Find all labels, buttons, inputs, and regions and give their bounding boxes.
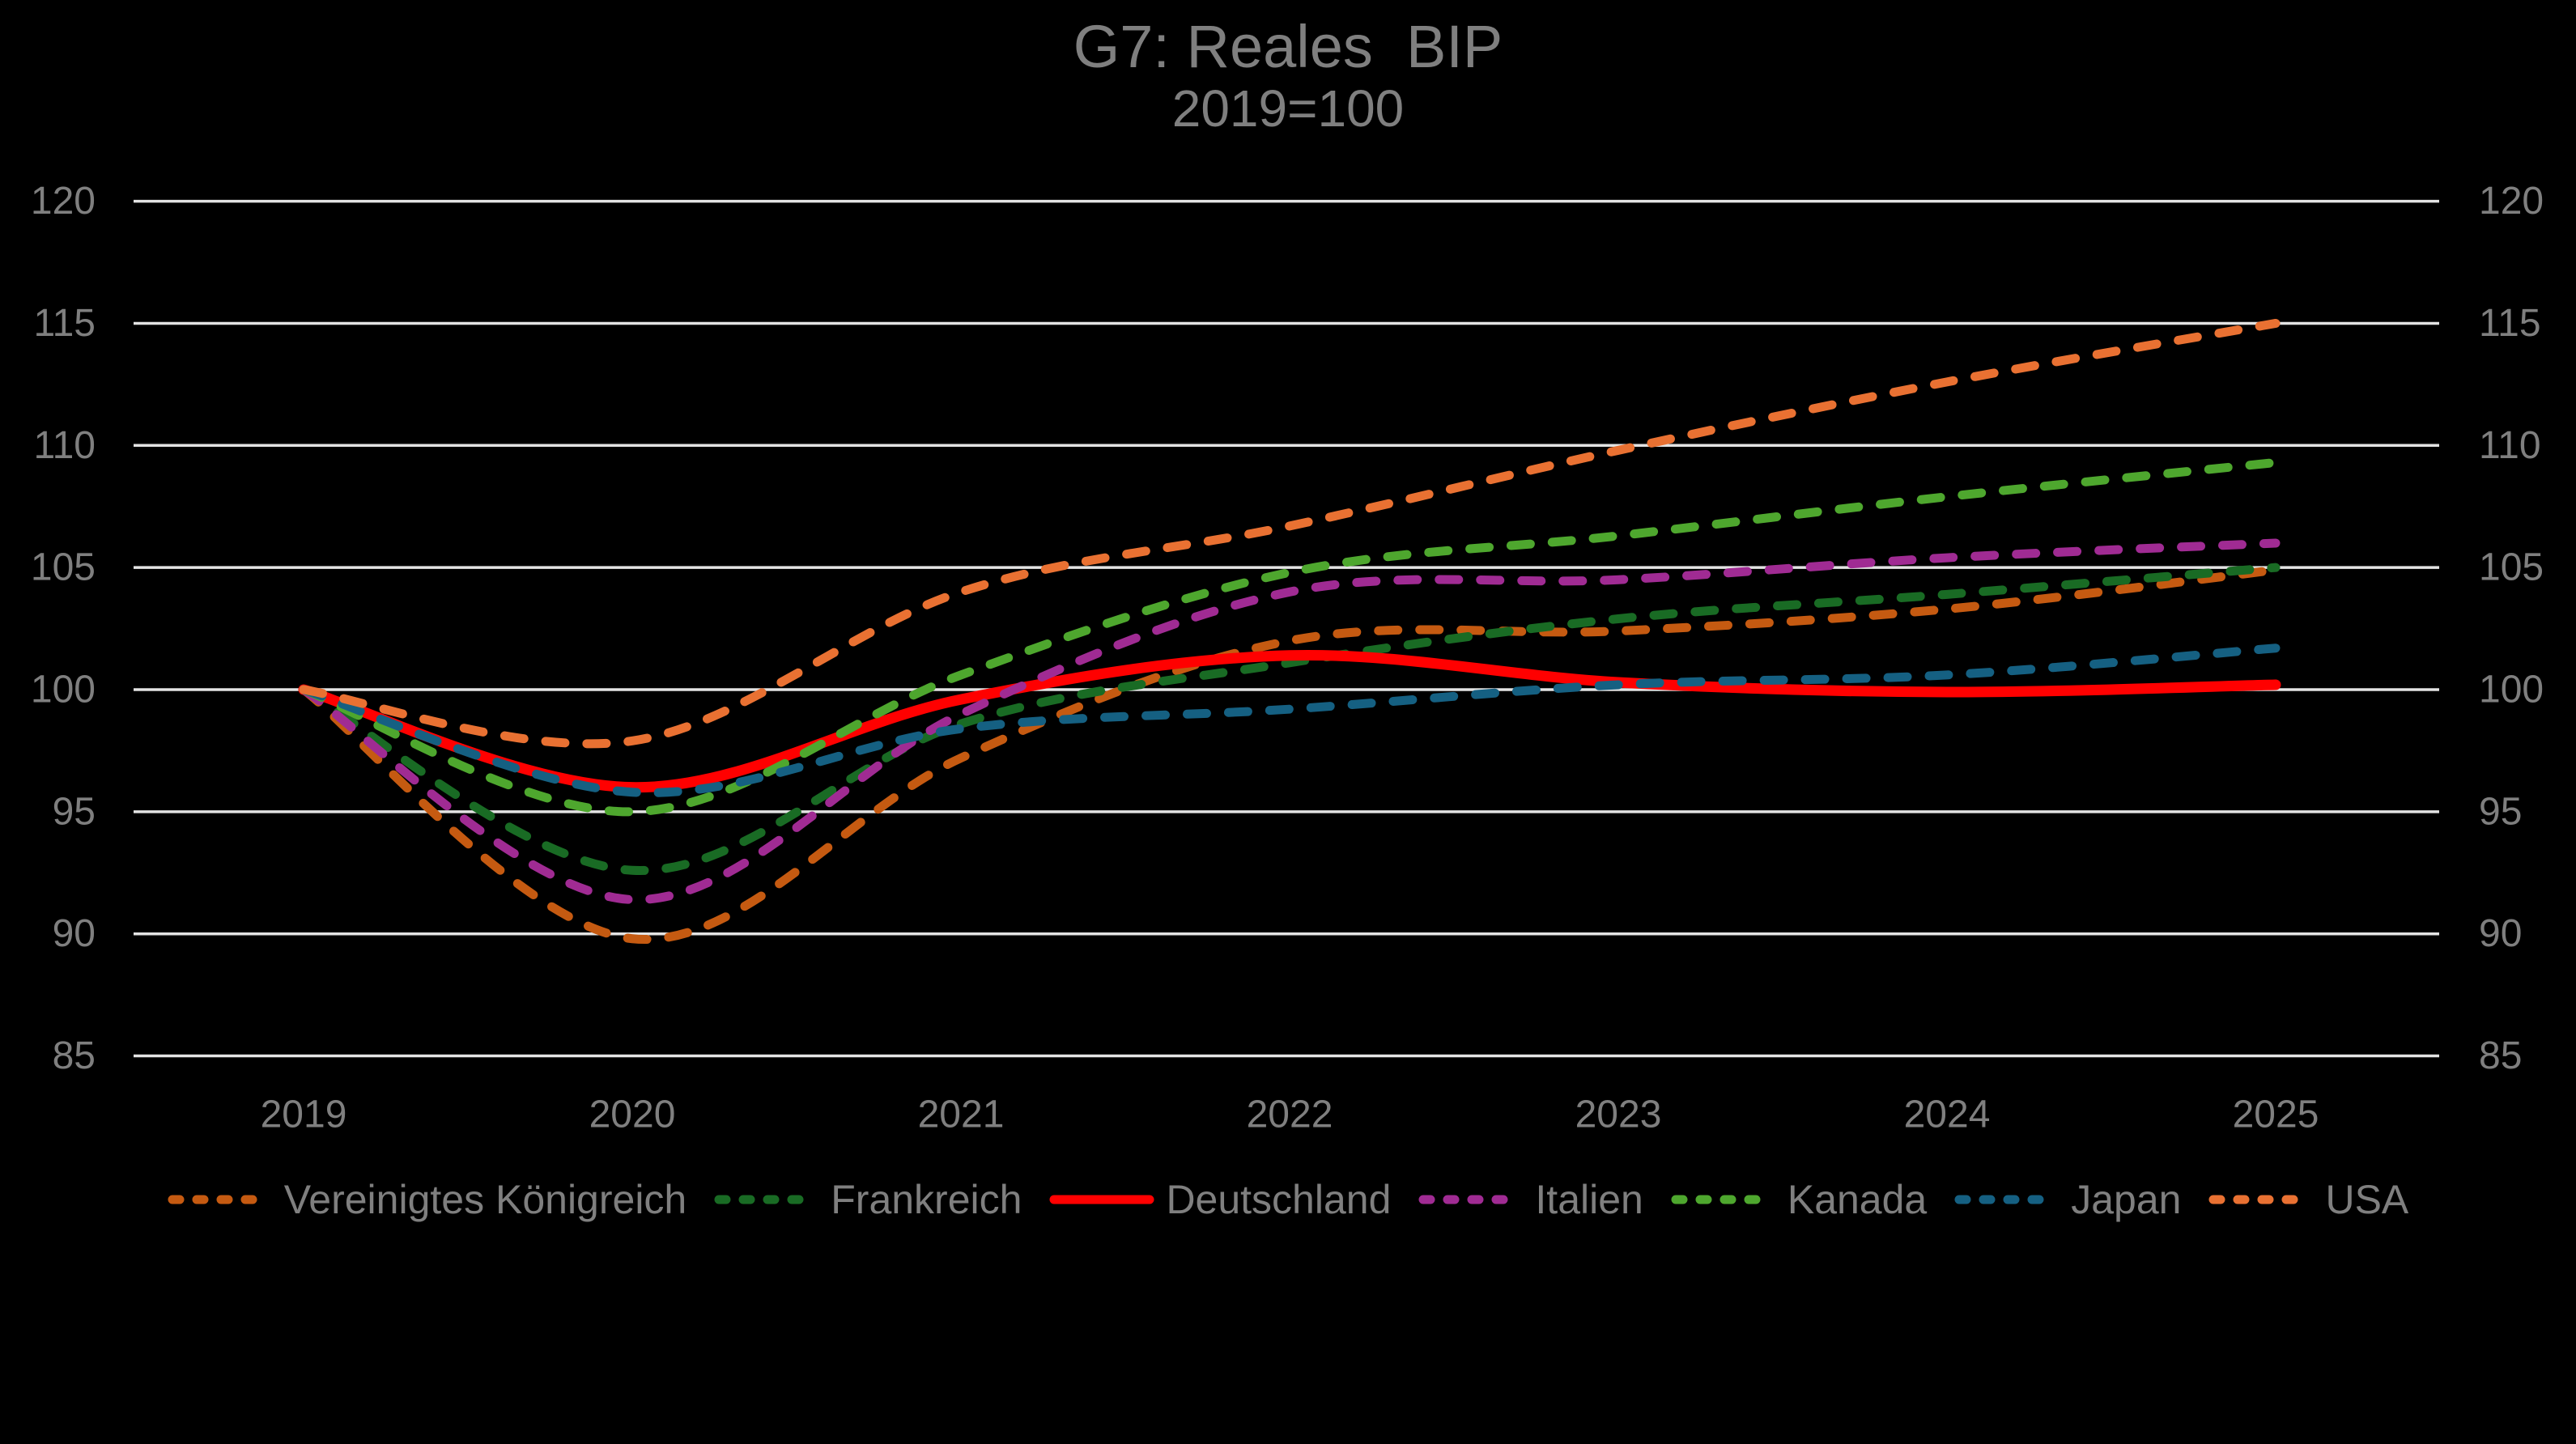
legend-item-vereinigtes-konigreich: Vereinigtes Königreich <box>168 1175 687 1224</box>
series-line-italien <box>299 538 2281 904</box>
y-axis-label-right-115: 115 <box>2479 302 2541 345</box>
x-axis-label-2025: 2025 <box>2233 1094 2319 1136</box>
y-axis-label-right-85: 85 <box>2479 1034 2522 1077</box>
legend-label-kanada: Kanada <box>1787 1177 1928 1222</box>
y-axis-label-left-100: 100 <box>31 669 96 711</box>
y-axis-label-right-90: 90 <box>2479 912 2522 955</box>
legend-swatch-italien <box>1418 1195 1524 1204</box>
y-axis-label-left-120: 120 <box>31 180 96 223</box>
legend: Vereinigtes Königreich Frankreich Deutschl… <box>0 1175 2576 1224</box>
x-axis-label-2020: 2020 <box>589 1094 676 1136</box>
legend-swatch-vereinigtes-konigreich <box>168 1195 273 1204</box>
series-line-vereinigtes-konigreich <box>299 565 2281 945</box>
series-line-usa <box>299 318 2281 749</box>
legend-swatch-usa <box>2208 1195 2314 1204</box>
y-axis-label-right-95: 95 <box>2479 790 2522 833</box>
legend-label-vereinigtes-konigreich: Vereinigtes Königreich <box>283 1177 687 1222</box>
legend-label-japan: Japan <box>2071 1177 2182 1222</box>
legend-item-usa: USA <box>2208 1175 2408 1224</box>
legend-swatch-deutschland <box>1049 1195 1154 1204</box>
legend-label-frankreich: Frankreich <box>831 1177 1022 1222</box>
y-axis-label-left-90: 90 <box>53 912 96 955</box>
y-axis-label-right-100: 100 <box>2479 669 2544 711</box>
legend-item-italien: Italien <box>1418 1175 1643 1224</box>
x-axis-label-2021: 2021 <box>918 1094 1005 1136</box>
y-axis-label-left-115: 115 <box>33 302 96 345</box>
y-axis-label-right-110: 110 <box>2479 424 2541 467</box>
series-line-frankreich <box>299 563 2281 875</box>
legend-item-kanada: Kanada <box>1671 1175 1927 1224</box>
series-line-deutschland <box>298 649 2281 793</box>
legend-swatch-kanada <box>1671 1195 1776 1204</box>
y-axis-label-right-105: 105 <box>2479 546 2544 589</box>
legend-label-usa: USA <box>2325 1177 2409 1222</box>
y-axis-label-left-95: 95 <box>53 790 96 833</box>
y-axis-label-right-120: 120 <box>2479 180 2544 223</box>
legend-swatch-japan <box>1954 1195 2060 1204</box>
x-axis-label-2023: 2023 <box>1575 1094 1662 1136</box>
series-line-kanada <box>299 457 2281 817</box>
series-line-japan <box>299 643 2281 797</box>
y-axis-label-left-105: 105 <box>31 546 96 589</box>
legend-item-frankreich: Frankreich <box>714 1175 1022 1224</box>
legend-label-deutschland: Deutschland <box>1166 1177 1392 1222</box>
x-axis-label-2022: 2022 <box>1247 1094 1333 1136</box>
legend-item-deutschland: Deutschland <box>1049 1175 1391 1224</box>
y-axis-label-left-110: 110 <box>33 424 96 467</box>
legend-item-japan: Japan <box>1954 1175 2181 1224</box>
legend-swatch-frankreich <box>714 1195 819 1204</box>
x-axis-label-2019: 2019 <box>261 1094 347 1136</box>
y-axis-label-left-85: 85 <box>53 1034 96 1077</box>
x-axis-label-2024: 2024 <box>1904 1094 1991 1136</box>
legend-label-italien: Italien <box>1535 1177 1643 1222</box>
